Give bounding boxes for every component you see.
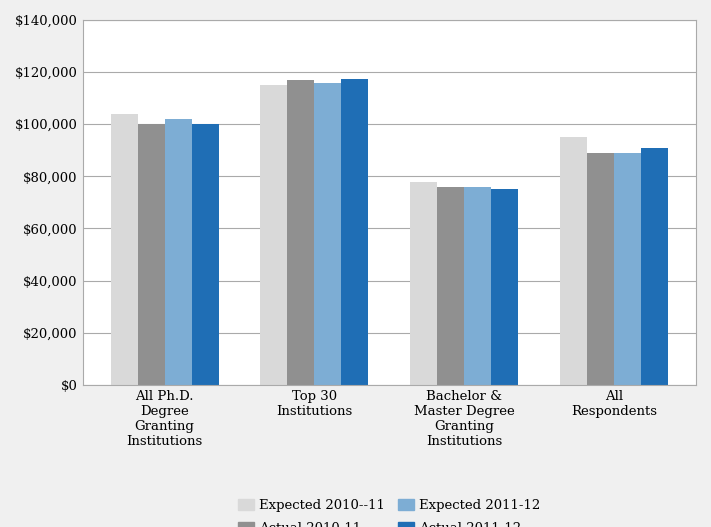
Bar: [260, 85, 287, 385]
Bar: [287, 80, 314, 385]
Bar: [587, 153, 614, 385]
Bar: [410, 181, 437, 385]
Legend: Expected 2010--11, Actual 2010-11, Expected 2011-12, Actual 2011-12: Expected 2010--11, Actual 2010-11, Expec…: [232, 493, 546, 527]
Bar: [138, 124, 164, 385]
Bar: [464, 187, 491, 385]
Bar: [314, 83, 341, 385]
Bar: [191, 124, 218, 385]
Bar: [341, 79, 368, 385]
Bar: [560, 137, 587, 385]
Bar: [111, 114, 138, 385]
Bar: [491, 189, 518, 385]
Bar: [641, 148, 668, 385]
Bar: [164, 119, 191, 385]
Bar: [437, 187, 464, 385]
Bar: [614, 153, 641, 385]
